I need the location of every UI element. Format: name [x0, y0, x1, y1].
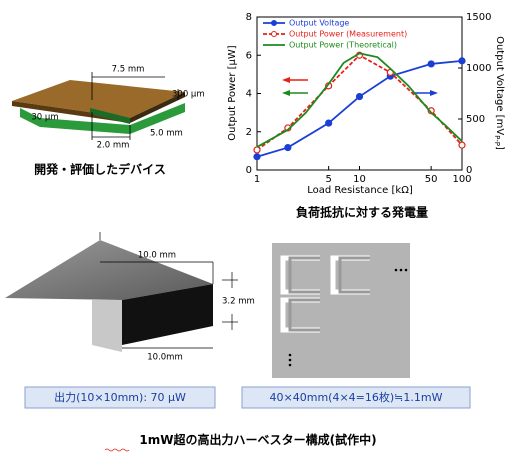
x-tick-label: 50	[425, 174, 438, 185]
dim-label: 300 μm	[172, 90, 205, 100]
x-tick-label: 1	[254, 174, 260, 185]
data-point	[253, 153, 261, 161]
series-line	[256, 52, 463, 148]
y-tick-label: 8	[246, 12, 252, 23]
block-top	[5, 240, 213, 300]
data-point	[325, 119, 333, 127]
x-tick-label: 100	[452, 174, 471, 185]
dim-label: 10.0 mm	[138, 251, 176, 261]
y-tick-label: 6	[246, 50, 252, 61]
legend-marker	[271, 31, 277, 37]
y-tick-label: 2	[246, 127, 252, 138]
array-output: 40×40mm(4×4=16枚)≒1.1mW	[270, 390, 443, 404]
x-tick-label: 5	[325, 174, 331, 185]
legend-label: Output Voltage	[289, 19, 349, 28]
data-point	[284, 143, 292, 152]
y2-label-end: ]	[494, 146, 505, 150]
y-tick-label: 0	[246, 165, 252, 176]
y2-label-text: Output Voltage [mV	[494, 36, 505, 135]
y-axis-label: Output Power [μW]	[227, 45, 238, 140]
y2-label-sub: P-P	[493, 135, 501, 146]
output-box	[241, 386, 471, 409]
data-point	[427, 60, 435, 68]
legend-marker	[271, 20, 277, 26]
y2-tick-label: 0	[466, 165, 472, 176]
y2-axis-label: Output Voltage [mVP-P]	[493, 36, 505, 150]
series-line	[256, 54, 463, 151]
spell-underline	[104, 448, 130, 452]
array-elements	[288, 256, 370, 332]
prototype-illustration: 10.0 mm 3.2 mm 10.0mm	[5, 232, 255, 363]
ellipsis-dot	[288, 363, 292, 367]
chart: Output Power [μW] Output Voltage [mVP-P]…	[227, 12, 505, 220]
dim-label: 3.2 mm	[222, 297, 255, 307]
ellipsis-dot	[399, 268, 403, 272]
device-illustration: 7.5 mm 300 μm 30 μm 2.0 mm 5.0 mm 開発・評価し…	[12, 65, 205, 177]
dim-label: 5.0 mm	[150, 129, 183, 139]
device-base	[20, 103, 185, 134]
output-box	[24, 386, 216, 409]
data-point	[355, 92, 364, 101]
data-point	[458, 141, 466, 149]
block-pillar	[92, 300, 122, 352]
ellipsis-dot	[288, 358, 292, 362]
x-tick-label: 10	[353, 174, 366, 185]
chart-caption: 負荷抵抗に対する発電量	[296, 205, 428, 220]
device-step	[90, 108, 130, 124]
x-axis-label: Load Resistance [kΩ]	[307, 185, 413, 196]
ellipsis-dot	[288, 353, 292, 357]
dim-label: 2.0 mm	[97, 141, 130, 151]
dim-label: 10.0mm	[147, 353, 183, 363]
y-tick-label: 4	[246, 89, 252, 100]
arrow-head	[282, 77, 290, 83]
device-edge	[130, 92, 185, 123]
y2-tick-label: 1000	[466, 63, 491, 74]
ellipsis-dot	[394, 268, 398, 272]
arrow-head	[282, 90, 290, 96]
y2-tick-label: 1500	[466, 12, 491, 23]
device-caption: 開発・評価したデバイス	[34, 162, 166, 177]
device-top	[12, 80, 185, 118]
single-output: 出力(10×10mm): 70 μW	[54, 390, 186, 404]
y2-tick-label: 500	[466, 114, 485, 125]
data-point	[253, 146, 261, 154]
ellipsis-dot	[404, 268, 408, 272]
caption-highlight: 1mW	[139, 433, 173, 447]
device-edge	[12, 101, 130, 123]
array-illustration	[272, 243, 410, 378]
dim-label: 7.5 mm	[112, 65, 145, 75]
figure-caption: 1mW超の高出力ハーベスター構成(試作中)	[139, 432, 376, 447]
block-front	[122, 284, 213, 345]
legend-label: Output Power (Theoretical)	[289, 41, 397, 50]
legend-label: Output Power (Measurement)	[289, 30, 407, 39]
caption-text: 超の高出力ハーベスター構成(試作中)	[172, 432, 376, 447]
dim-label: 30 μm	[31, 113, 58, 123]
data-point	[458, 57, 466, 65]
arrow-head	[430, 90, 438, 96]
